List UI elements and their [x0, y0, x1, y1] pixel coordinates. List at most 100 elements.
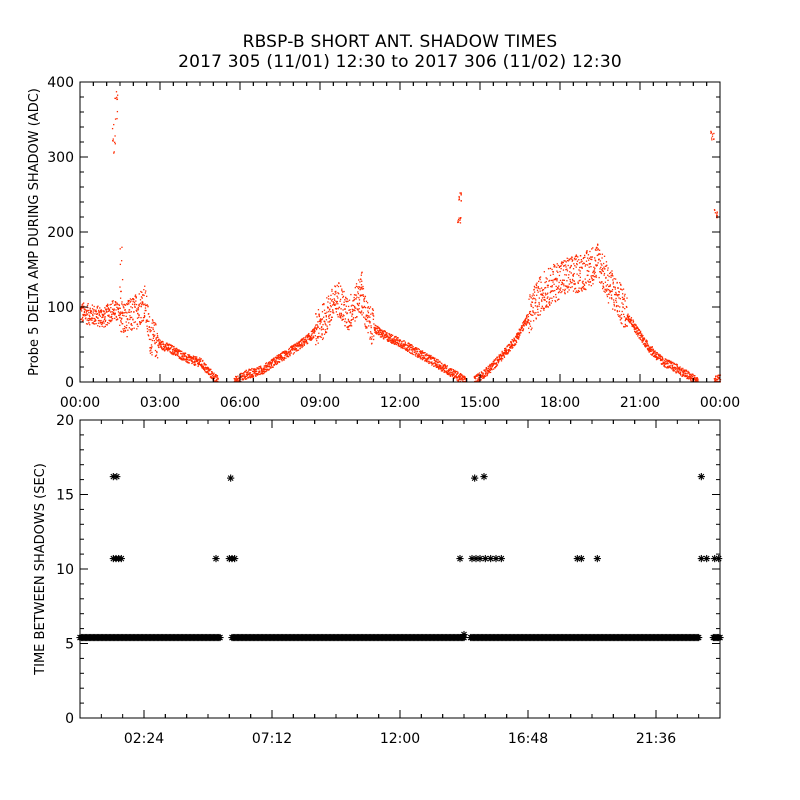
- amp-data-point: [212, 377, 214, 379]
- amp-data-point: [621, 323, 623, 325]
- amp-data-point: [190, 360, 193, 362]
- amp-data-point: [376, 327, 378, 330]
- amp-data-point: [213, 372, 215, 374]
- amp-data-point: [251, 375, 253, 377]
- amp-data-point: [559, 270, 561, 273]
- amp-data-point: [645, 342, 647, 344]
- amp-data-point: [499, 355, 501, 357]
- amp-data-point: [603, 274, 605, 276]
- amp-data-point: [303, 344, 306, 346]
- amp-data-point: [354, 317, 357, 319]
- amp-data-point: [554, 266, 556, 268]
- amp-data-point: [571, 286, 573, 288]
- amp-data-point: [131, 303, 134, 305]
- amp-data-point: [556, 280, 558, 282]
- amp-data-point: [544, 294, 547, 296]
- amp-data-point: [691, 378, 693, 380]
- amp-data-point: [626, 325, 628, 327]
- amp-data-point: [297, 346, 299, 348]
- amp-data-point: [576, 263, 578, 266]
- amp-data-point: [328, 321, 331, 323]
- amp-data-point: [605, 285, 607, 287]
- amp-data-point: [127, 329, 129, 331]
- amp-data-point: [356, 296, 358, 298]
- amp-data-point: [393, 337, 395, 339]
- amp-data-point: [371, 333, 373, 335]
- amp-data-point: [191, 357, 193, 359]
- amp-data-point: [518, 338, 520, 340]
- amp-data-point: [98, 314, 100, 316]
- amp-data-point: [578, 274, 580, 277]
- amp-data-point: [559, 289, 561, 291]
- amp-data-point: [570, 272, 572, 274]
- amp-data-point: [640, 338, 642, 341]
- amp-data-point: [424, 357, 426, 359]
- amp-data-point: [572, 268, 575, 270]
- amp-data-point: [201, 366, 203, 368]
- amp-data-point: [505, 348, 507, 350]
- amp-data-point: [414, 350, 416, 352]
- amp-data-point: [360, 312, 362, 314]
- amp-data-point: [258, 368, 260, 370]
- amp-data-point: [169, 348, 171, 351]
- amp-data-point: [408, 345, 410, 347]
- amp-data-point: [592, 283, 594, 285]
- amp-data-point: [119, 314, 121, 316]
- amp-data-point: [274, 358, 276, 360]
- amp-data-point: [681, 375, 683, 377]
- amp-data-point: [352, 309, 354, 311]
- amp-data-point: [370, 332, 372, 335]
- amp-data-point: [130, 323, 132, 326]
- amp-data-point: [81, 307, 83, 309]
- amp-data-point: [197, 362, 199, 364]
- amp-data-point: [355, 285, 358, 288]
- amp-data-point: [197, 363, 199, 365]
- amp-data-point: [556, 266, 558, 268]
- amp-data-point: [422, 357, 424, 359]
- amp-data-point: [87, 306, 89, 309]
- amp-data-point: [416, 348, 418, 350]
- amp-data-point: [315, 328, 318, 331]
- amp-data-point: [600, 263, 602, 265]
- amp-data-point: [437, 366, 439, 368]
- amp-data-point: [478, 372, 481, 374]
- amp-data-point: [156, 339, 158, 342]
- amp-data-point: [140, 290, 142, 293]
- amp-data-point: [695, 379, 697, 381]
- amp-data-point: [83, 305, 85, 308]
- amp-data-point: [621, 302, 623, 304]
- amp-data-point: [692, 380, 694, 382]
- amp-data-point: [166, 348, 168, 351]
- amp-data-point: [520, 332, 522, 334]
- amp-data-point: [627, 318, 629, 321]
- amp-data-point: [101, 316, 103, 319]
- amp-data-point: [571, 281, 573, 284]
- amp-data-point: [483, 377, 485, 379]
- amp-data-point: [659, 358, 662, 361]
- amp-data-point: [585, 281, 587, 283]
- amp-data-point: [285, 351, 288, 353]
- amp-data-point: [307, 336, 310, 338]
- amp-data-point: [547, 296, 549, 298]
- amp-data-point: [625, 318, 627, 320]
- amp-data-point: [153, 322, 155, 324]
- amp-data-point: [369, 336, 371, 338]
- amp-data-point: [590, 277, 593, 279]
- amp-data-point: [513, 338, 516, 340]
- amp-data-point: [711, 135, 714, 137]
- amp-data-point: [380, 334, 383, 336]
- amp-data-point: [428, 354, 431, 357]
- amp-data-point: [581, 266, 583, 269]
- amp-data-point: [364, 297, 366, 299]
- amp-data-point: [535, 299, 537, 301]
- amp-data-point: [384, 336, 387, 339]
- amp-data-point: [460, 373, 462, 375]
- amp-data-point: [344, 299, 346, 301]
- amp-data-point: [391, 341, 393, 343]
- amp-data-point: [125, 327, 128, 329]
- amp-data-point: [594, 276, 596, 278]
- amp-data-point: [324, 323, 326, 325]
- amp-data-point: [518, 335, 520, 337]
- time-between-asterisk: [471, 474, 479, 482]
- amp-data-point: [280, 356, 282, 358]
